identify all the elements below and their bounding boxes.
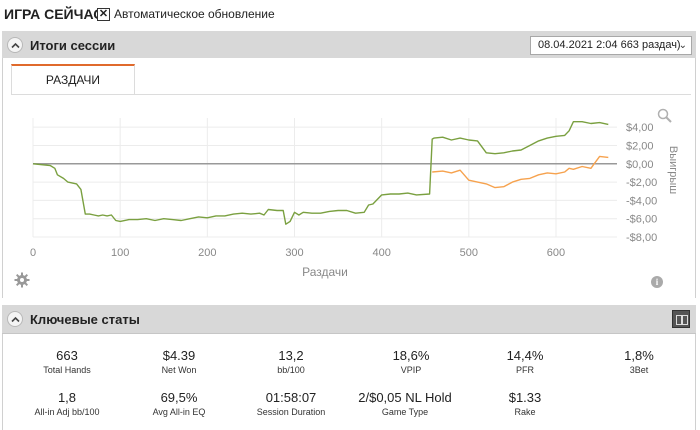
stat-value: 2/$0,05 NL Hold bbox=[358, 390, 452, 405]
chevron-up-icon bbox=[11, 316, 20, 323]
stat-allin-adj: 1,8 All-in Adj bb/100 bbox=[11, 390, 123, 417]
column-icon bbox=[682, 315, 688, 325]
stat-value: 663 bbox=[56, 348, 78, 363]
tab-divider bbox=[11, 94, 691, 95]
stat-total-hands: 663 Total Hands bbox=[11, 348, 123, 375]
x-tick-label: 400 bbox=[372, 247, 390, 259]
auto-update-checkbox[interactable]: ✕ bbox=[97, 8, 110, 21]
collapse-stats-button[interactable] bbox=[7, 311, 23, 327]
stat-value: 13,2 bbox=[278, 348, 304, 363]
stat-value: 1,8 bbox=[57, 390, 77, 405]
chevron-up-icon bbox=[11, 42, 20, 49]
stat-label: VPIP bbox=[400, 365, 422, 375]
chart-grid bbox=[32, 118, 617, 238]
y-tick-label: -$8,00 bbox=[626, 232, 657, 244]
chart-series bbox=[32, 121, 609, 225]
stats-header: Ключевые статы bbox=[2, 305, 696, 334]
series-line-orange bbox=[432, 155, 609, 189]
stat-label: Net Won bbox=[161, 365, 197, 375]
x-tick-label: 0 bbox=[30, 247, 36, 259]
y-axis-label: Выигрыш bbox=[667, 146, 679, 194]
stat-label: 3Bet bbox=[629, 365, 649, 375]
stat-value: 69,5% bbox=[160, 390, 198, 405]
stats-title: Ключевые статы bbox=[30, 312, 140, 327]
stat-value: $1.33 bbox=[508, 390, 542, 405]
y-tick-label: -$2,00 bbox=[626, 177, 657, 189]
stat-label: Total Hands bbox=[43, 365, 91, 375]
chart-panel: РАЗДАЧИ bbox=[2, 58, 696, 298]
info-icon[interactable]: i bbox=[651, 276, 663, 288]
chart-ticks: 0 100 200 300 400 500 600 $4,00 $2,00 $0,00 -$2,00… bbox=[30, 122, 657, 259]
stat-value: $4.39 bbox=[162, 348, 196, 363]
page-title: ИГРА СЕЙЧАС bbox=[4, 6, 104, 22]
y-tick-label: -$4,00 bbox=[626, 195, 657, 207]
session-header: Итоги сессии 08.04.2021 2:04 663 раздач)… bbox=[2, 31, 696, 60]
winnings-chart: 0 100 200 300 400 500 600 $4,00 $2,00 $0,00 -$2,00… bbox=[30, 118, 679, 279]
stat-pfr: 14,4% PFR bbox=[469, 348, 581, 375]
stat-label: Game Type bbox=[381, 407, 429, 417]
chevron-down-icon: ⌄ bbox=[678, 40, 687, 51]
top-bar: ИГРА СЕЙЧАС ✕ Автоматическое обновление bbox=[0, 0, 700, 30]
x-tick-label: 300 bbox=[285, 247, 303, 259]
y-tick-label: $4,00 bbox=[626, 122, 654, 134]
stat-value: 01:58:07 bbox=[265, 390, 317, 405]
stat-label: Avg All-in EQ bbox=[152, 407, 206, 417]
x-tick-label: 500 bbox=[460, 247, 478, 259]
stat-label: bb/100 bbox=[277, 365, 305, 375]
stat-session-duration: 01:58:07 Session Duration bbox=[235, 390, 347, 417]
stat-label: All-in Adj bb/100 bbox=[34, 407, 100, 417]
column-icon bbox=[676, 315, 682, 325]
session-select-value: 08.04.2021 2:04 663 раздач) bbox=[538, 39, 681, 51]
stat-value: 18,6% bbox=[392, 348, 430, 363]
gear-icon[interactable] bbox=[14, 272, 30, 288]
y-tick-label: $0,00 bbox=[626, 159, 654, 171]
stat-label: Session Duration bbox=[256, 407, 326, 417]
stat-label: Rake bbox=[514, 407, 536, 417]
y-tick-label: -$6,00 bbox=[626, 214, 657, 226]
y-tick-label: $2,00 bbox=[626, 140, 654, 152]
x-tick-label: 100 bbox=[111, 247, 129, 259]
stat-vpip: 18,6% VPIP bbox=[355, 348, 467, 375]
stat-rake: $1.33 Rake bbox=[469, 390, 581, 417]
x-tick-label: 600 bbox=[547, 247, 565, 259]
stat-value: 14,4% bbox=[506, 348, 544, 363]
stat-bb-100: 13,2 bb/100 bbox=[235, 348, 347, 375]
series-line-green bbox=[32, 121, 609, 225]
stat-game-type: 2/$0,05 NL Hold Game Type bbox=[355, 390, 455, 417]
x-axis-label: Раздачи bbox=[302, 265, 348, 279]
tab-hands[interactable]: РАЗДАЧИ bbox=[11, 64, 135, 94]
layout-toggle-button[interactable] bbox=[672, 310, 690, 328]
stat-value: 1,8% bbox=[624, 348, 654, 363]
zoom-icon[interactable] bbox=[657, 108, 673, 124]
stat-net-won: $4.39 Net Won bbox=[123, 348, 235, 375]
stat-allin-eq: 69,5% Avg All-in EQ bbox=[123, 390, 235, 417]
collapse-session-button[interactable] bbox=[7, 37, 23, 53]
x-tick-label: 200 bbox=[198, 247, 216, 259]
stat-label: PFR bbox=[516, 365, 534, 375]
session-title: Итоги сессии bbox=[30, 38, 116, 53]
session-select[interactable]: 08.04.2021 2:04 663 раздач) ⌄ bbox=[530, 36, 692, 55]
stat-3bet: 1,8% 3Bet bbox=[583, 348, 695, 375]
stats-grid: 663 Total Hands $4.39 Net Won 13,2 bb/10… bbox=[2, 334, 696, 430]
auto-update-label[interactable]: Автоматическое обновление bbox=[114, 7, 275, 21]
